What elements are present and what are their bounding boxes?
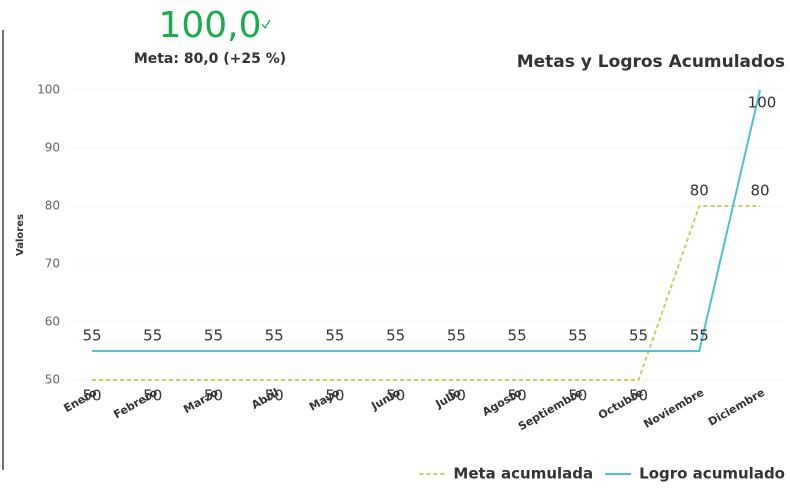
data-label: 50: [508, 387, 527, 405]
data-label: 55: [508, 327, 527, 345]
x-tick-label: Noviembre: [641, 386, 706, 431]
data-label: 55: [325, 327, 344, 345]
data-label: 55: [629, 327, 648, 345]
data-label: 55: [447, 327, 466, 345]
y-tick-label: 80: [45, 199, 60, 213]
data-label: 55: [386, 327, 405, 345]
data-label: 80: [750, 182, 769, 200]
x-tick-label: Diciembre: [706, 386, 767, 429]
data-label: 50: [82, 387, 101, 405]
data-label: 100: [748, 94, 777, 112]
data-label: 55: [265, 327, 284, 345]
data-label: 50: [568, 387, 587, 405]
data-label: 50: [629, 387, 648, 405]
y-tick-label: 90: [45, 141, 60, 155]
series-line: [92, 89, 761, 352]
y-tick-label: 50: [45, 373, 60, 387]
y-axis-label: Valores: [15, 214, 26, 256]
kpi-value: 100,0: [158, 5, 261, 46]
data-label: 50: [447, 387, 466, 405]
series-line: [92, 205, 760, 381]
data-label: 55: [82, 327, 101, 345]
legend-label: Logro acumulado: [639, 465, 785, 483]
data-label: 55: [690, 327, 709, 345]
kpi-goal: Meta: 80,0 (+25 %): [134, 51, 286, 67]
data-label: 50: [204, 387, 223, 405]
data-label: 55: [204, 327, 223, 345]
data-label: 55: [143, 327, 162, 345]
data-label: 55: [568, 327, 587, 345]
y-tick-label: 100: [37, 83, 60, 97]
data-label: 50: [265, 387, 284, 405]
data-label: 50: [386, 387, 405, 405]
chart-title: Metas y Logros Acumulados: [517, 52, 785, 72]
data-label: 80: [690, 182, 709, 200]
legend-label: Meta acumulada: [453, 465, 593, 483]
data-label: 50: [143, 387, 162, 405]
y-tick-label: 60: [45, 315, 60, 329]
kpi-check: [261, 19, 271, 30]
data-label: 50: [325, 387, 344, 405]
y-tick-label: 70: [45, 257, 60, 271]
